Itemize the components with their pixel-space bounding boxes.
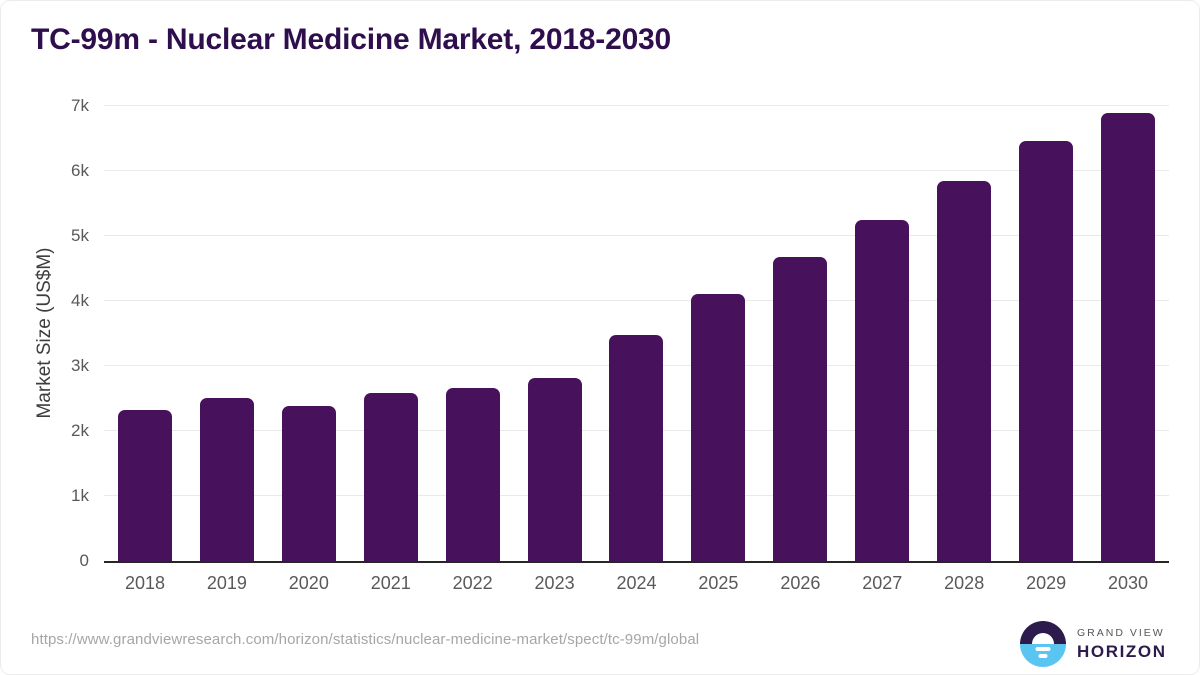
bar-slot-2027 [841, 106, 923, 561]
brand-name-bottom: HORIZON [1077, 641, 1167, 661]
y-axis: 0 1k 2k 3k 4k 5k 6k 7k [1, 96, 89, 570]
gridline-7k [104, 105, 1169, 106]
bar-slot-2024 [596, 106, 678, 561]
chart-title: TC-99m - Nuclear Medicine Market, 2018-2… [31, 23, 672, 56]
sunrise-horizon-icon [1020, 621, 1066, 667]
logo-reflection-2 [1038, 654, 1048, 658]
bar-2018 [117, 410, 172, 561]
bar-2028 [937, 181, 992, 561]
y-tick-label-3k: 3k [71, 356, 89, 375]
brand-logo: GRAND VIEW HORIZON [1020, 621, 1167, 667]
bar-2021 [363, 392, 418, 561]
x-tick-label-2024: 2024 [616, 573, 657, 593]
x-tick-label-2021: 2021 [370, 573, 411, 593]
x-tick-label-2028: 2028 [944, 573, 985, 593]
bar-2027 [855, 220, 910, 561]
y-tick-label-5k: 5k [71, 226, 89, 245]
bar-2026 [773, 256, 828, 561]
x-tick-label-2029: 2029 [1026, 573, 1067, 593]
x-tick-label-2026: 2026 [780, 573, 821, 593]
x-tick-label-2022: 2022 [452, 573, 493, 593]
bar-slot-2018 [104, 106, 186, 561]
source-url: https://www.grandviewresearch.com/horizo… [31, 631, 700, 648]
bar-slot-2028 [923, 106, 1005, 561]
bar-slot-2020 [268, 106, 350, 561]
y-tick-label-0: 0 [79, 551, 89, 570]
bar-slot-2025 [677, 106, 759, 561]
x-tick-label-2018: 2018 [124, 573, 165, 593]
x-tick-label-2027: 2027 [862, 573, 903, 593]
x-tick-label-2020: 2020 [288, 573, 329, 593]
y-tick-label-6k: 6k [71, 161, 89, 180]
bar-2022 [445, 388, 500, 561]
logo-sky [1020, 621, 1066, 644]
bar-2023 [527, 378, 582, 561]
bar-2020 [281, 405, 336, 561]
bars-container [104, 106, 1169, 561]
brand-name: GRAND VIEW HORIZON [1077, 627, 1167, 662]
y-tick-label-4k: 4k [71, 291, 89, 310]
x-tick-label-2023: 2023 [534, 573, 575, 593]
bar-2030 [1101, 113, 1156, 561]
plot-area [104, 105, 1169, 563]
bar-slot-2026 [759, 106, 841, 561]
bar-2025 [691, 293, 746, 561]
gridline-6k [104, 170, 1169, 171]
gridline-4k [104, 300, 1169, 301]
bar-2029 [1019, 141, 1074, 561]
logo-reflection-1 [1035, 647, 1051, 651]
brand-name-top: GRAND VIEW [1077, 626, 1165, 639]
bar-slot-2022 [432, 106, 514, 561]
bar-slot-2021 [350, 106, 432, 561]
bar-slot-2029 [1005, 106, 1087, 561]
y-tick-label-1k: 1k [71, 486, 89, 505]
bar-slot-2030 [1087, 106, 1169, 561]
bar-slot-2019 [186, 106, 268, 561]
bar-2019 [199, 397, 254, 561]
x-axis: 2018 2019 2020 2021 2022 2023 2024 2025 2026 2027… [104, 573, 1169, 594]
y-tick-label-2k: 2k [71, 421, 89, 440]
gridline-5k [104, 235, 1169, 236]
y-tick-label-7k: 7k [71, 96, 89, 115]
x-tick-label-2019: 2019 [206, 573, 247, 593]
bar-slot-2023 [514, 106, 596, 561]
x-tick-label-2030: 2030 [1108, 573, 1149, 593]
logo-sun [1032, 633, 1054, 644]
x-tick-label-2025: 2025 [698, 573, 739, 593]
bar-2024 [609, 334, 664, 561]
